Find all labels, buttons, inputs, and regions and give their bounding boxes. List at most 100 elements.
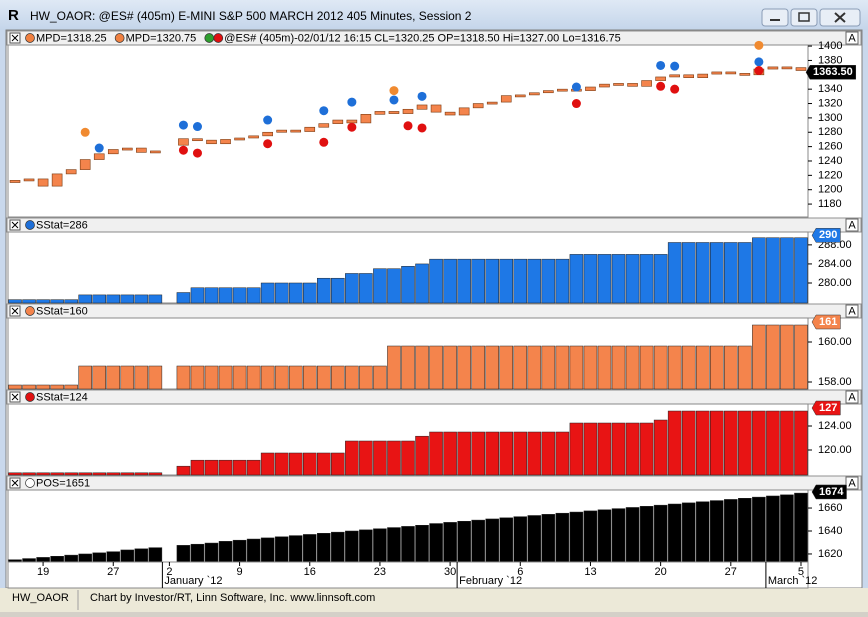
bar [134, 472, 149, 476]
candle [332, 119, 344, 124]
bar [471, 519, 485, 563]
bar [232, 539, 247, 563]
bar [331, 452, 345, 476]
bar [499, 345, 514, 390]
candle [150, 150, 161, 154]
candle [500, 95, 512, 103]
bar [738, 498, 752, 563]
bar [190, 365, 205, 390]
bar [710, 345, 724, 390]
candle [725, 71, 737, 75]
candle [220, 139, 231, 145]
bar [429, 431, 443, 476]
bar [92, 472, 106, 476]
bar [218, 287, 233, 304]
candle [711, 71, 723, 75]
bar [8, 384, 22, 390]
header-icon [25, 220, 35, 230]
x-tick-label: 5 [798, 566, 804, 578]
autoscale-button[interactable] [845, 390, 859, 404]
bar [625, 345, 640, 390]
y-tick-label: 1380 [818, 54, 842, 66]
bar [345, 440, 359, 476]
bar [471, 258, 485, 304]
bar [583, 422, 598, 476]
bar [653, 419, 668, 476]
candle [781, 66, 793, 70]
bar [569, 345, 584, 390]
bar [302, 452, 317, 476]
candle [51, 173, 63, 187]
candle [627, 83, 638, 87]
bar [527, 345, 542, 390]
bar [457, 258, 471, 304]
candle [206, 139, 217, 145]
last-value-label: 1674 [819, 486, 844, 498]
x-tick-label: 2 [166, 566, 172, 578]
bar [457, 520, 471, 563]
candle [136, 147, 147, 153]
header-text: MPD=1318.25 [36, 32, 107, 44]
autoscale-button[interactable] [845, 31, 859, 45]
bar [64, 554, 78, 563]
bar [120, 472, 135, 476]
bar [288, 535, 303, 563]
bar [625, 507, 640, 563]
month-label: February `12 [459, 575, 522, 587]
signal-marker [417, 123, 427, 133]
maximize-button[interactable] [790, 8, 818, 27]
bar [485, 431, 499, 476]
bar [443, 431, 457, 476]
bar [794, 492, 808, 563]
minimize-button[interactable] [761, 8, 789, 27]
signal-marker [670, 61, 680, 71]
panel-close-icon [11, 221, 19, 229]
autoscale-button[interactable] [845, 476, 859, 490]
bar [415, 525, 429, 563]
bar [288, 282, 303, 304]
bar [415, 435, 429, 476]
bar [724, 242, 738, 304]
bar [359, 273, 373, 304]
last-value-label: 1363.50 [813, 66, 853, 78]
header-text: SStat=286 [36, 219, 88, 231]
candle [262, 131, 273, 137]
bar [232, 459, 247, 476]
bar [176, 545, 191, 563]
y-tick-label: 1200 [818, 184, 842, 196]
bar [274, 452, 289, 476]
bar [22, 472, 36, 476]
last-value-box [811, 314, 841, 330]
candle [402, 108, 414, 114]
bar [373, 268, 387, 304]
autoscale-label: A [848, 477, 856, 489]
bar [64, 299, 78, 304]
header-icon [204, 33, 215, 43]
bar [569, 254, 584, 304]
bar [331, 277, 345, 304]
y-tick-label: 158.00 [818, 376, 852, 388]
candle [346, 119, 358, 124]
candle [93, 153, 105, 160]
bar [738, 410, 752, 476]
signal-marker [571, 99, 581, 109]
bar [597, 422, 612, 476]
y-tick-label: 124.00 [818, 420, 852, 432]
bar [583, 345, 598, 390]
signal-marker [319, 137, 329, 147]
bar [443, 258, 457, 304]
autoscale-button[interactable] [845, 304, 859, 318]
signal-marker [403, 121, 413, 131]
bar [274, 282, 289, 304]
bar [695, 242, 710, 304]
autoscale-button[interactable] [845, 218, 859, 232]
bar [401, 526, 415, 563]
bar [611, 254, 626, 304]
candle [360, 114, 372, 124]
y-tick-label: 1320 [818, 97, 842, 109]
bar [176, 292, 191, 304]
window-controls[interactable] [761, 8, 861, 27]
panel-close-icon [11, 479, 19, 487]
bar [204, 542, 219, 563]
